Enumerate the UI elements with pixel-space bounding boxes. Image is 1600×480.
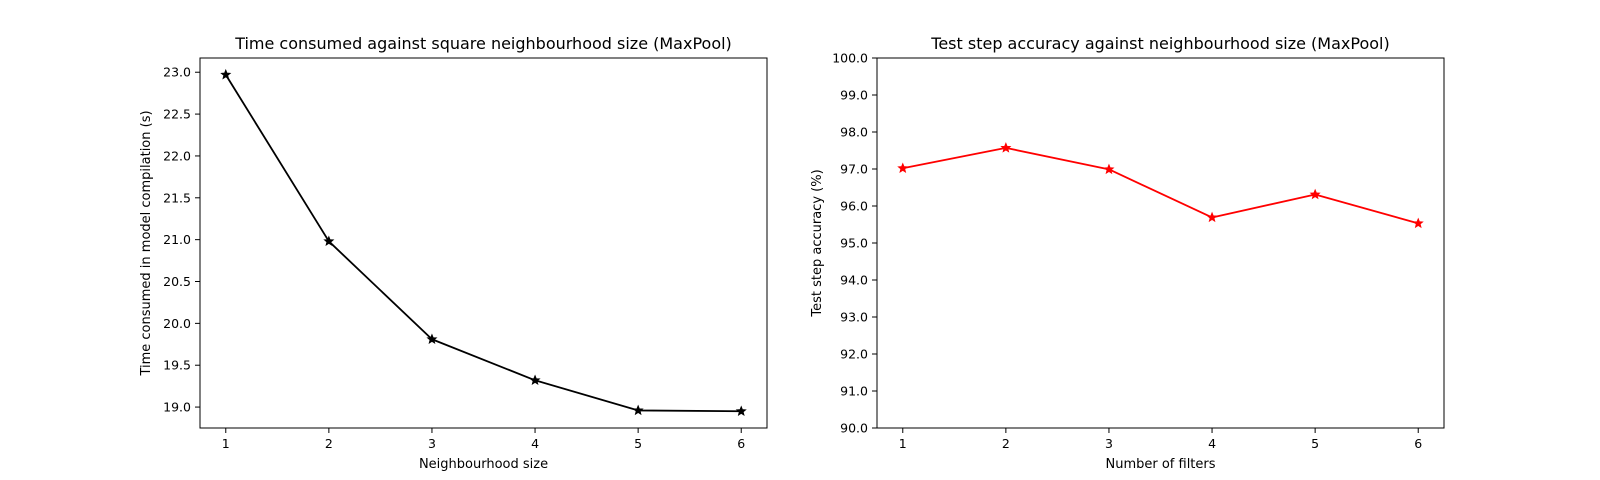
time-chart-y-tick-label: 21.5 (163, 190, 191, 205)
accuracy-chart-x-tick-label: 1 (899, 436, 907, 451)
time-chart-marks (220, 68, 747, 416)
accuracy-chart-y-tick-label: 90.0 (840, 421, 868, 436)
accuracy-chart-y-tick-label: 91.0 (840, 384, 868, 399)
time-chart-y-tick-label: 21.0 (163, 232, 191, 247)
accuracy-chart-y-axis-label: Test step accuracy (%) (810, 169, 825, 317)
time-chart-y-tick-label: 20.0 (163, 316, 191, 331)
accuracy-chart-y-tick-label: 100.0 (832, 51, 868, 66)
time-chart-title: Time consumed against square neighbourho… (234, 34, 732, 53)
accuracy-chart-data-point (1309, 188, 1321, 200)
time-chart-data-point (323, 235, 335, 247)
time-chart-y-tick-label: 23.0 (163, 65, 191, 80)
accuracy-chart-y-tick-label: 96.0 (840, 199, 868, 214)
accuracy-chart-y-tick-label: 99.0 (840, 88, 868, 103)
accuracy-chart-y-tick-label: 98.0 (840, 125, 868, 140)
accuracy-chart-x-tick-label: 2 (1002, 436, 1010, 451)
time-chart-y-tick-label: 20.5 (163, 274, 191, 289)
accuracy-chart-x-tick-label: 4 (1208, 436, 1216, 451)
time-chart-data-point (632, 404, 644, 416)
time-chart: Time consumed against square neighbourho… (139, 34, 768, 472)
time-chart-series-line (225, 74, 742, 413)
time-chart-ticks: 1 2 3 4 5 6 19.0 19.5 20.0 20.5 21.0 21.5 22.0 22.5 23… (163, 65, 745, 451)
accuracy-chart-y-tick-label: 95.0 (840, 236, 868, 251)
time-chart-x-tick-label: 3 (428, 436, 436, 451)
time-chart-y-axis-label: Time consumed in model compilation (s) (139, 110, 154, 376)
accuracy-chart-marks (897, 142, 1424, 229)
time-chart-data-point (529, 374, 541, 385)
accuracy-chart-x-axis-label: Number of filters (1105, 457, 1215, 472)
accuracy-chart-x-tick-label: 3 (1105, 436, 1113, 451)
accuracy-chart-y-tick-label: 92.0 (840, 347, 868, 362)
accuracy-chart-ticks: 1 2 3 4 5 6 90.0 91.0 92.0 93.0 94.0 95.0 96.0 97.0 98… (832, 51, 1422, 452)
time-chart-x-tick-label: 2 (325, 436, 333, 451)
accuracy-chart-series-line (902, 147, 1419, 225)
accuracy-chart-data-point (1103, 163, 1115, 175)
time-chart-x-axis-label: Neighbourhood size (419, 457, 548, 472)
time-chart-plot-area (199, 57, 768, 429)
time-chart-y-tick-label: 19.0 (163, 400, 191, 415)
time-chart-data-point (735, 405, 747, 416)
accuracy-chart-data-point (1206, 211, 1218, 223)
accuracy-chart-data-point (1412, 217, 1424, 229)
time-chart-y-tick-label: 22.5 (163, 107, 191, 122)
time-chart-x-tick-label: 4 (531, 436, 539, 451)
accuracy-chart: Test step accuracy against neighbourhood… (810, 34, 1445, 472)
time-chart-x-tick-label: 1 (222, 436, 230, 451)
accuracy-chart-x-tick-label: 6 (1414, 436, 1422, 451)
accuracy-chart-y-tick-label: 94.0 (840, 273, 868, 288)
accuracy-chart-title: Test step accuracy against neighbourhood… (930, 34, 1389, 53)
time-chart-data-point (426, 333, 438, 344)
time-chart-x-tick-label: 5 (634, 436, 642, 451)
accuracy-chart-data-point (897, 162, 909, 173)
accuracy-chart-y-tick-label: 97.0 (840, 162, 868, 177)
accuracy-chart-y-tick-label: 93.0 (840, 310, 868, 325)
time-chart-x-tick-label: 6 (737, 436, 745, 451)
accuracy-chart-x-tick-label: 5 (1311, 436, 1319, 451)
accuracy-chart-data-point (1000, 142, 1012, 153)
time-chart-y-tick-label: 22.0 (163, 148, 191, 163)
time-chart-y-tick-label: 19.5 (163, 358, 191, 373)
time-chart-data-point (220, 68, 232, 80)
